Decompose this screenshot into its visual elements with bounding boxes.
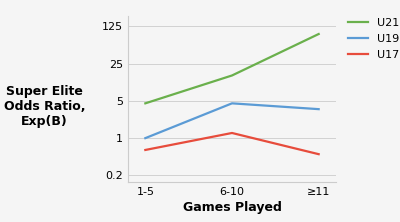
Text: Super Elite
Odds Ratio,
Exp(B): Super Elite Odds Ratio, Exp(B) [4, 85, 86, 128]
U17 [230, 132, 234, 134]
U19 [230, 102, 234, 105]
Line: U21: U21 [145, 34, 319, 103]
Line: U19: U19 [145, 103, 319, 138]
U19 [143, 137, 148, 139]
U17 [143, 149, 148, 151]
Line: U17: U17 [145, 133, 319, 154]
X-axis label: Games Played: Games Played [182, 201, 282, 214]
U21 [316, 33, 321, 35]
U21 [230, 74, 234, 77]
U17 [316, 153, 321, 156]
Legend: U21, U19, U17: U21, U19, U17 [348, 18, 399, 60]
U21 [143, 102, 148, 105]
U19 [316, 108, 321, 111]
